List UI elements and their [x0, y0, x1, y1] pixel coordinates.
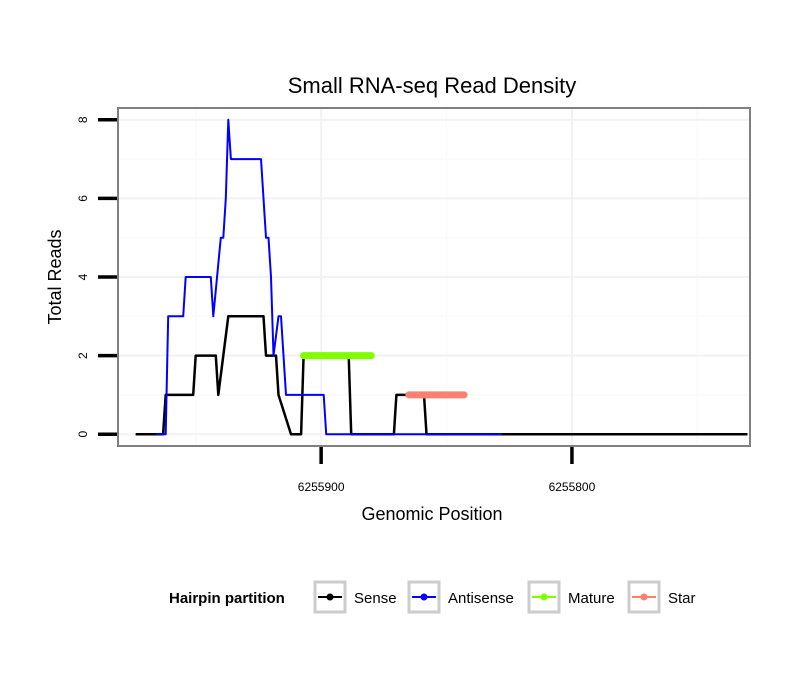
legend-dot-sense [326, 593, 334, 601]
y-axis-title: Total Reads [45, 229, 65, 324]
y-axis: 0 2 4 6 8 [76, 116, 117, 438]
legend-key-mature [527, 580, 561, 614]
legend-item-sense: Sense [313, 580, 397, 614]
y-tick-label: 8 [76, 116, 90, 123]
legend-item-mature: Mature [527, 580, 615, 614]
x-axis-title: Genomic Position [361, 504, 502, 524]
legend: Hairpin partition Sense Antisense Mature… [169, 580, 696, 614]
legend-label-sense: Sense [354, 590, 397, 607]
legend-item-star: Star [627, 580, 696, 614]
legend-item-antisense: Antisense [407, 580, 514, 614]
x-axis: 6255900 6255800 [298, 447, 596, 494]
legend-label-mature: Mature [568, 590, 615, 607]
y-tick-label: 2 [76, 352, 90, 359]
legend-dot-star [640, 593, 648, 601]
x-tick-label: 6255800 [549, 480, 596, 494]
y-tick-label: 4 [76, 273, 90, 280]
y-tick-label: 6 [76, 195, 90, 202]
y-tick-label: 0 [76, 431, 90, 438]
chart-title: Small RNA-seq Read Density [288, 73, 577, 98]
legend-label-antisense: Antisense [448, 590, 514, 607]
legend-dot-mature [540, 593, 548, 601]
series-line-antisense [155, 118, 502, 436]
plot-panel [117, 107, 751, 447]
series-layer [135, 118, 748, 436]
x-tick-label: 6255900 [298, 480, 345, 494]
series-line-sense [135, 315, 748, 436]
panel-border [117, 107, 751, 447]
legend-label-star: Star [668, 590, 696, 607]
legend-title: Hairpin partition [169, 590, 285, 607]
legend-dot-antisense [420, 593, 428, 601]
